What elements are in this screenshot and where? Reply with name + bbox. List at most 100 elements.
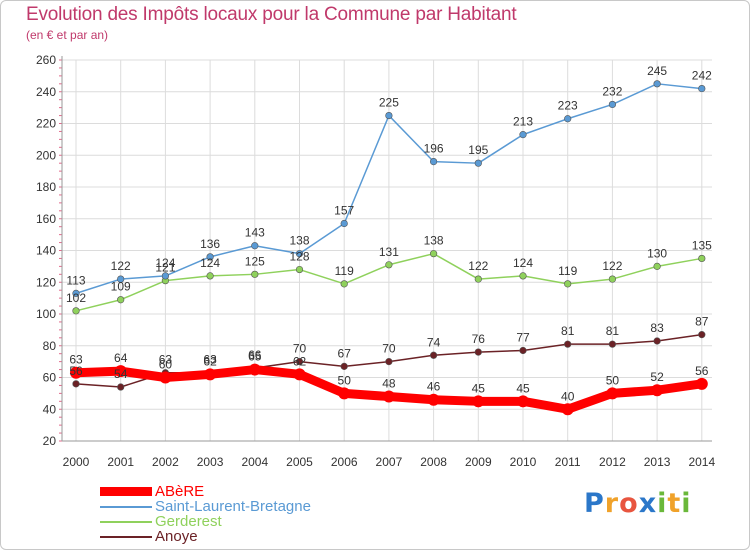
data-point-ab-re bbox=[606, 387, 619, 400]
y-tick-label: 60 bbox=[43, 371, 57, 385]
data-label-anoye: 74 bbox=[427, 335, 441, 349]
x-tick-label: 2001 bbox=[107, 455, 134, 469]
data-point-gerderest bbox=[519, 272, 527, 280]
data-point-saint-laurent-bretagne bbox=[430, 158, 438, 166]
data-label-ab-re: 50 bbox=[606, 373, 620, 387]
data-point-gerderest bbox=[698, 254, 706, 263]
data-label-ab-re: 52 bbox=[650, 370, 664, 384]
legend-label-gerderest: Gerderest bbox=[155, 513, 222, 530]
legend: ABèRE Saint-Laurent-Bretagne Gerderest A… bbox=[100, 483, 311, 545]
data-point-gerderest bbox=[206, 272, 214, 280]
data-point-saint-laurent-bretagne bbox=[385, 111, 393, 120]
data-point-ab-re bbox=[114, 365, 127, 378]
data-label-ab-re: 62 bbox=[293, 354, 307, 368]
data-label-saint-laurent-bretagne: 195 bbox=[468, 143, 488, 157]
data-label-saint-laurent-bretagne: 138 bbox=[289, 234, 309, 248]
data-label-saint-laurent-bretagne: 242 bbox=[692, 69, 712, 83]
x-tick-label: 2002 bbox=[152, 455, 179, 469]
logo-letter: i bbox=[681, 488, 692, 519]
data-point-saint-laurent-bretagne bbox=[698, 84, 706, 93]
data-label-ab-re: 48 bbox=[382, 377, 396, 391]
data-point-saint-laurent-bretagne bbox=[72, 289, 80, 297]
data-label-gerderest: 109 bbox=[111, 280, 131, 294]
data-point-anoye bbox=[117, 383, 125, 391]
data-label-saint-laurent-bretagne: 157 bbox=[334, 204, 354, 218]
legend-item-abere: ABèRE bbox=[100, 483, 311, 500]
data-label-saint-laurent-bretagne: 245 bbox=[647, 64, 667, 78]
data-point-ab-re bbox=[159, 371, 172, 384]
data-label-anoye: 63 bbox=[203, 353, 217, 367]
data-point-anoye bbox=[519, 346, 527, 355]
data-label-gerderest: 128 bbox=[289, 250, 309, 264]
y-tick-label: 100 bbox=[36, 307, 56, 321]
y-tick-label: 80 bbox=[43, 339, 57, 353]
x-tick-label: 2011 bbox=[555, 455, 581, 469]
data-label-gerderest: 130 bbox=[647, 246, 667, 260]
chart-subtitle: (en € et par an) bbox=[26, 28, 109, 42]
y-tick-label: 180 bbox=[36, 180, 56, 194]
data-label-gerderest: 125 bbox=[245, 254, 265, 268]
y-tick-label: 120 bbox=[36, 275, 56, 289]
data-point-ab-re bbox=[695, 377, 708, 390]
data-label-ab-re: 56 bbox=[695, 364, 709, 378]
proxiti-logo: Proxiti bbox=[584, 488, 692, 519]
data-label-anoye: 76 bbox=[472, 332, 486, 346]
data-point-saint-laurent-bretagne bbox=[474, 159, 482, 167]
data-point-gerderest bbox=[385, 261, 393, 269]
data-label-saint-laurent-bretagne: 232 bbox=[602, 84, 622, 98]
y-tick-label: 200 bbox=[36, 148, 56, 162]
data-label-anoye: 56 bbox=[69, 364, 83, 378]
data-point-anoye bbox=[72, 380, 80, 388]
legend-swatch-saint-laurent-bretagne bbox=[100, 505, 152, 508]
data-label-ab-re: 64 bbox=[114, 351, 128, 365]
data-point-anoye bbox=[564, 340, 572, 348]
data-label-saint-laurent-bretagne: 122 bbox=[111, 259, 131, 273]
data-label-gerderest: 102 bbox=[66, 291, 86, 305]
data-point-saint-laurent-bretagne bbox=[653, 80, 661, 88]
data-label-gerderest: 124 bbox=[200, 256, 220, 270]
legend-swatch-gerderest bbox=[100, 520, 152, 523]
data-label-gerderest: 131 bbox=[379, 245, 399, 259]
data-point-anoye bbox=[385, 358, 393, 366]
data-label-ab-re: 45 bbox=[472, 381, 486, 395]
x-tick-label: 2008 bbox=[420, 455, 447, 469]
data-point-ab-re bbox=[427, 393, 440, 406]
data-point-saint-laurent-bretagne bbox=[519, 131, 527, 139]
legend-item-saint-laurent-bretagne: Saint-Laurent-Bretagne bbox=[100, 498, 311, 515]
data-point-anoye bbox=[474, 348, 482, 356]
legend-swatch-abere bbox=[100, 487, 152, 496]
y-tick-label: 20 bbox=[43, 434, 57, 448]
data-label-ab-re: 60 bbox=[159, 358, 173, 372]
data-point-ab-re bbox=[338, 387, 351, 400]
data-point-ab-re bbox=[248, 363, 261, 376]
y-tick-label: 260 bbox=[36, 53, 56, 67]
legend-item-gerderest: Gerderest bbox=[100, 513, 311, 530]
data-label-anoye: 81 bbox=[561, 324, 575, 338]
data-label-anoye: 67 bbox=[338, 346, 352, 360]
logo-letter: P bbox=[584, 488, 605, 519]
data-point-saint-laurent-bretagne bbox=[340, 219, 348, 228]
data-point-anoye bbox=[295, 358, 304, 366]
data-label-gerderest: 122 bbox=[602, 259, 622, 273]
data-label-saint-laurent-bretagne: 143 bbox=[245, 226, 265, 240]
data-label-gerderest: 119 bbox=[558, 264, 577, 278]
data-point-gerderest bbox=[564, 280, 572, 288]
data-label-ab-re: 63 bbox=[69, 353, 83, 367]
data-point-saint-laurent-bretagne bbox=[117, 275, 125, 283]
data-point-ab-re bbox=[204, 368, 217, 381]
x-tick-label: 2007 bbox=[376, 455, 403, 469]
data-point-saint-laurent-bretagne bbox=[295, 250, 304, 258]
x-tick-label: 2012 bbox=[599, 455, 626, 469]
data-label-ab-re: 62 bbox=[203, 354, 217, 368]
data-label-ab-re: 45 bbox=[516, 381, 530, 395]
logo-letter: t bbox=[667, 488, 682, 519]
data-label-saint-laurent-bretagne: 113 bbox=[66, 273, 85, 287]
data-label-anoye: 77 bbox=[516, 331, 530, 345]
data-label-anoye: 83 bbox=[650, 321, 664, 335]
logo-letter: o bbox=[619, 488, 639, 519]
data-label-gerderest: 124 bbox=[513, 256, 533, 270]
data-point-gerderest bbox=[251, 270, 259, 278]
data-label-saint-laurent-bretagne: 225 bbox=[379, 96, 399, 110]
data-point-anoye bbox=[698, 331, 706, 339]
